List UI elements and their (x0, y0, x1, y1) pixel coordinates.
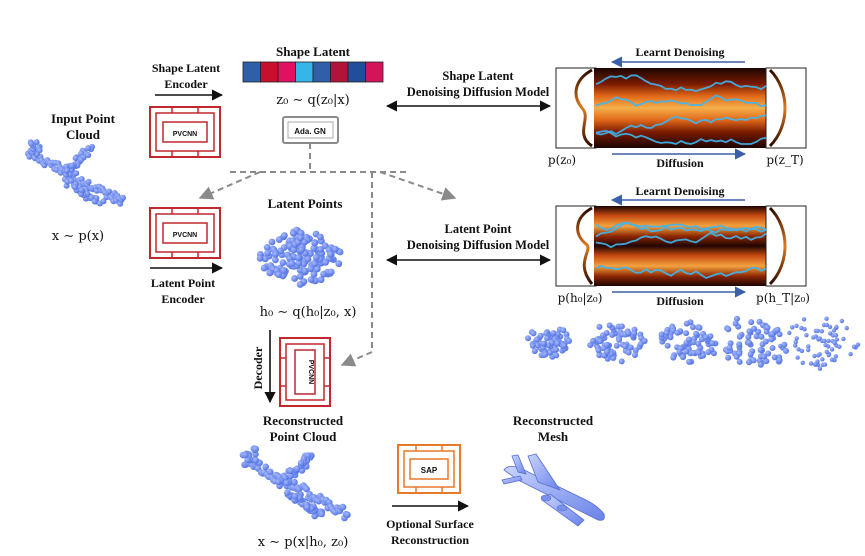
shape-learnt-denoising-label: Learnt Denoising (635, 45, 724, 59)
shape-latent-formula: z₀ ∼ q(z₀|x) (276, 93, 349, 108)
input-formula: x ∼ p(x) (52, 229, 104, 244)
shape-right-dist: p(z_T) (766, 153, 803, 167)
latent-points-title: Latent Points (268, 196, 343, 211)
shape-latent-vector (242, 61, 384, 83)
shape-trajectories (595, 74, 767, 145)
latent-cell (242, 61, 261, 83)
diffusion-sample-clouds (525, 315, 861, 371)
recon-mesh-title-line1: Reconstructed (513, 413, 594, 428)
point-encoder-pvcnn-block: PVCNN (149, 207, 221, 259)
recon-pc-title-line2: Point Cloud (270, 429, 338, 444)
latent-cell (365, 61, 384, 83)
point-diffusion-label: Diffusion (656, 294, 704, 308)
point-ddm-panel: Learnt Denoising Diffusion p(h₀|z₀) p(h_… (555, 184, 810, 308)
input-title-line1: Input Point (51, 111, 116, 126)
point-learnt-denoising-label: Learnt Denoising (635, 184, 724, 198)
adagn-block: Ada. GN (282, 116, 339, 144)
latent-cell (312, 61, 331, 83)
shape-latent-title: Shape Latent (276, 44, 351, 59)
shape-ddm-label-line2: Denoising Diffusion Model (407, 85, 550, 99)
latent-cell (277, 61, 296, 83)
point-left-dist: p(h₀|z₀) (558, 291, 603, 305)
point-encoder-label-line1: Latent Point (151, 276, 215, 290)
latent-points-formula: h₀ ∼ q(h₀|z₀, x) (260, 305, 357, 320)
point-encoder-block-label: PVCNN (173, 232, 198, 239)
latent-cell (260, 61, 279, 83)
decoder-label: Decoder (251, 346, 265, 389)
input-title-line2: Cloud (66, 127, 101, 142)
recon-pc-formula: x ∼ p(x|h₀, z₀) (258, 535, 349, 550)
shape-ddm-panel: Learnt Denoising Diffusion p(z₀) p(z_T) (548, 45, 807, 170)
latent-cell (330, 61, 349, 83)
recon-mesh-title-line2: Mesh (538, 429, 569, 444)
reconstructed-airplane-mesh (501, 453, 605, 527)
recon-pc-title-line1: Reconstructed (263, 413, 344, 428)
decoder-block-label: PVCNN (307, 360, 314, 385)
conditioning-dashed-arrows (198, 143, 457, 367)
latent-cell (347, 61, 366, 83)
point-trajectories (595, 221, 767, 280)
shape-encoder-pvcnn-block: PVCNN (149, 106, 221, 158)
shape-left-dist: p(z₀) (548, 153, 576, 167)
adagn-label: Ada. GN (294, 127, 326, 136)
sap-block-label: SAP (421, 466, 438, 475)
sap-block: SAP (397, 444, 461, 494)
point-encoder-label-line2: Encoder (161, 292, 205, 306)
input-airplane-pointcloud (25, 139, 126, 207)
reconstructed-airplane-pointcloud (239, 445, 351, 522)
shape-encoder-block-label: PVCNN (173, 131, 198, 138)
point-right-dist: p(h_T|z₀) (756, 291, 810, 305)
shape-encoder-label-line2: Encoder (164, 77, 208, 91)
sap-label-line1: Optional Surface (386, 517, 474, 531)
latent-points-cloud (256, 226, 344, 288)
point-ddm-label-line2: Denoising Diffusion Model (407, 238, 550, 252)
shape-encoder-label-line1: Shape Latent (152, 61, 220, 75)
shape-diffusion-label: Diffusion (656, 156, 704, 170)
latent-cell (295, 61, 314, 83)
decoder-pvcnn-block: PVCNN (279, 337, 331, 407)
point-ddm-label-line1: Latent Point (444, 222, 512, 236)
shape-ddm-label-line1: Shape Latent (442, 69, 514, 83)
sap-label-line2: Reconstruction (391, 533, 469, 547)
